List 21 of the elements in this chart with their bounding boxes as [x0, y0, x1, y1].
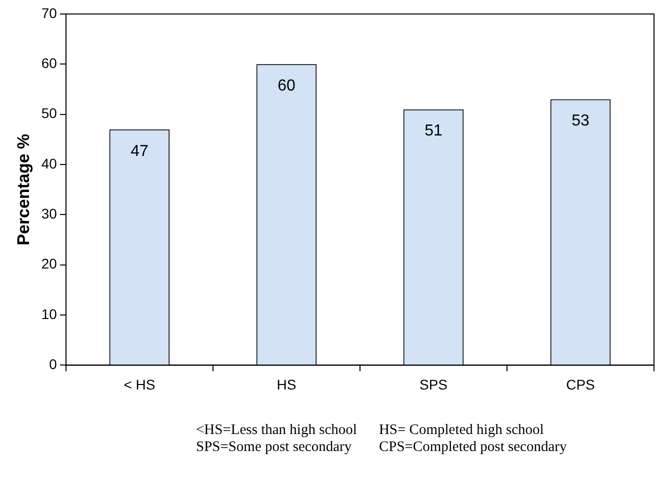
data-label: 60: [278, 78, 296, 95]
y-tick-label: 10: [41, 306, 58, 322]
text: CPS=Completed post secondary: [378, 439, 567, 456]
y-tick-label: 70: [41, 4, 58, 21]
data-label: 47: [130, 142, 148, 160]
x-tick-label: CPS: [566, 376, 595, 392]
data-label: 51: [424, 122, 442, 140]
x-tick-label: HS: [276, 376, 296, 392]
x-tick-label: < HS: [124, 376, 156, 392]
x-tick-label: SPS: [419, 376, 448, 392]
y-tick-label: 0: [49, 356, 58, 372]
text: SPS=Some post secondary: [196, 439, 353, 456]
y-tick-label: 30: [41, 206, 58, 222]
y-tick-label: 20: [41, 256, 58, 272]
text: HS= Completed high school: [378, 422, 545, 439]
y-axis-title: Percentage %: [14, 134, 33, 246]
y-tick-label: 50: [41, 105, 58, 122]
y-tick-label: 60: [41, 55, 58, 72]
text: <HS=Less than high school: [196, 422, 357, 439]
y-tick-label: 40: [41, 155, 58, 172]
data-label: 53: [572, 112, 590, 130]
